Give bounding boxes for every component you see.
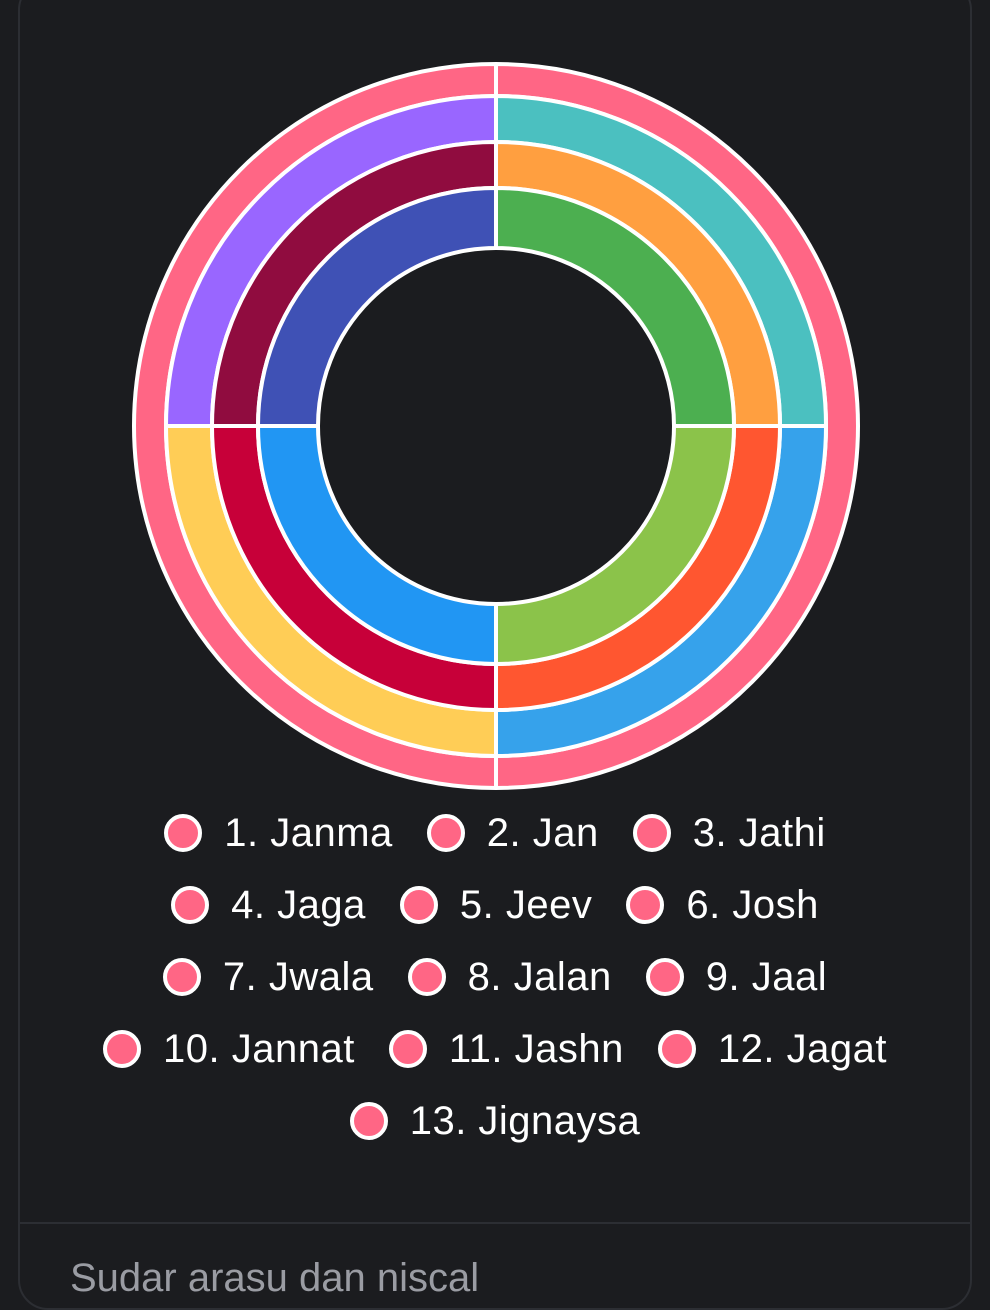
legend-item[interactable]: 7. Jwala xyxy=(162,952,374,1002)
legend-label: 8. Jalan xyxy=(467,954,612,999)
legend-label: 2. Jan xyxy=(486,810,599,855)
legend-swatch-icon xyxy=(645,958,684,996)
doughnut-chart xyxy=(132,62,860,790)
legend-label: 4. Jaga xyxy=(231,882,366,927)
legend-label: 1. Janma xyxy=(224,810,393,855)
legend-item[interactable]: 3. Jathi xyxy=(632,808,826,858)
legend-label: 9. Jaal xyxy=(705,954,828,999)
legend-swatch-icon xyxy=(426,814,465,852)
legend-label: 6. Josh xyxy=(686,882,819,927)
legend-swatch-icon xyxy=(407,958,446,996)
legend-label: 3. Jathi xyxy=(692,810,826,855)
legend-label: 11. Jashn xyxy=(448,1026,624,1071)
legend-item[interactable]: 11. Jashn xyxy=(388,1024,624,1074)
legend-label: 5. Jeev xyxy=(459,882,593,927)
legend-label: 7. Jwala xyxy=(222,954,374,999)
legend-swatch-icon xyxy=(632,814,671,852)
legend-item[interactable]: 5. Jeev xyxy=(399,880,593,930)
legend-item[interactable]: 2. Jan xyxy=(426,808,599,858)
ring-4-segment-4[interactable] xyxy=(256,186,498,428)
legend-swatch-icon xyxy=(171,886,210,924)
legend-item[interactable]: 9. Jaal xyxy=(645,952,828,1002)
legend-swatch-icon xyxy=(103,1030,142,1068)
card-divider xyxy=(18,1222,972,1224)
legend-swatch-icon xyxy=(626,886,665,924)
legend-item[interactable]: 10. Jannat xyxy=(103,1024,355,1074)
chart-legend: 1. Janma 2. Jan 3. Jathi 4. Jaga 5. Jeev 6. J… xyxy=(20,808,970,1146)
legend-label: 12. Jagat xyxy=(717,1026,887,1071)
legend-swatch-icon xyxy=(388,1030,427,1068)
legend-item[interactable]: 6. Josh xyxy=(626,880,818,930)
legend-swatch-icon xyxy=(162,958,201,996)
footer-peek-text: Sudar arasu dan niscal xyxy=(70,1256,480,1300)
legend-label: 13. Jignaysa xyxy=(409,1098,641,1143)
legend-item[interactable]: 1. Janma xyxy=(164,808,393,858)
legend-swatch-icon xyxy=(399,886,438,924)
legend-label: 10. Jannat xyxy=(163,1026,355,1071)
legend-item[interactable]: 13. Jignaysa xyxy=(349,1096,641,1146)
legend-item[interactable]: 12. Jagat xyxy=(657,1024,887,1074)
legend-item[interactable]: 4. Jaga xyxy=(171,880,366,930)
legend-item[interactable]: 8. Jalan xyxy=(407,952,612,1002)
legend-swatch-icon xyxy=(657,1030,696,1068)
legend-swatch-icon xyxy=(349,1102,388,1140)
legend-swatch-icon xyxy=(164,814,203,852)
